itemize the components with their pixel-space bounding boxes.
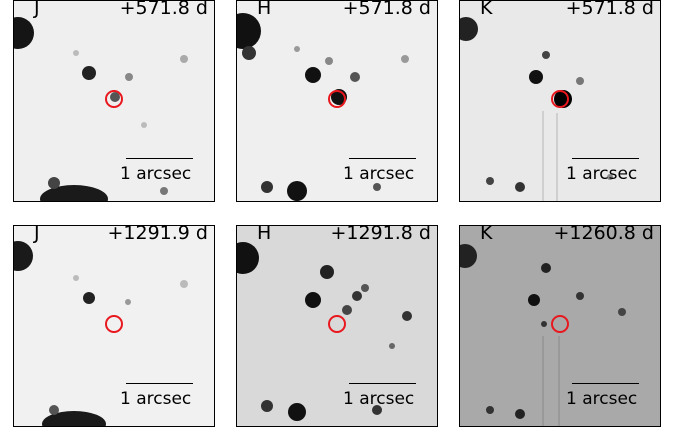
scale-label: 1 arcsec bbox=[343, 164, 414, 184]
panel-h-late: H +1291.8 d 1 arcsec bbox=[236, 225, 438, 427]
transient-marker bbox=[328, 315, 346, 333]
epoch-label: +571.8 d bbox=[566, 0, 654, 18]
scale-bar bbox=[349, 383, 416, 384]
filter-label: K bbox=[480, 0, 492, 18]
epoch-label: +1291.8 d bbox=[330, 225, 431, 243]
scale-bar bbox=[126, 158, 193, 159]
filter-label: J bbox=[34, 0, 40, 18]
epoch-label: +571.8 d bbox=[120, 0, 208, 18]
scale-label: 1 arcsec bbox=[343, 389, 414, 409]
filter-label: J bbox=[34, 225, 40, 243]
transient-marker bbox=[551, 90, 569, 108]
transient-marker bbox=[328, 90, 346, 108]
transient-marker bbox=[105, 315, 123, 333]
filter-label: K bbox=[480, 225, 492, 243]
epoch-label: +1260.8 d bbox=[553, 225, 654, 243]
scale-label: 1 arcsec bbox=[120, 389, 191, 409]
panel-j-early: J +571.8 d 1 arcsec bbox=[13, 0, 215, 202]
scale-label: 1 arcsec bbox=[120, 164, 191, 184]
panel-h-early: H +571.8 d 1 arcsec bbox=[236, 0, 438, 202]
scale-bar bbox=[572, 158, 639, 159]
epoch-label: +1291.9 d bbox=[107, 225, 208, 243]
scale-label: 1 arcsec bbox=[566, 164, 637, 184]
epoch-label: +571.8 d bbox=[343, 0, 431, 18]
filter-label: H bbox=[257, 225, 271, 243]
transient-marker bbox=[105, 90, 123, 108]
scale-label: 1 arcsec bbox=[566, 389, 637, 409]
panel-j-late: J +1291.9 d 1 arcsec bbox=[13, 225, 215, 427]
scale-bar bbox=[126, 383, 193, 384]
scale-bar bbox=[572, 383, 639, 384]
panel-k-early: K +571.8 d 1 arcsec bbox=[459, 0, 661, 202]
panel-k-late: K +1260.8 d 1 arcsec bbox=[459, 225, 661, 427]
transient-marker bbox=[551, 315, 569, 333]
filter-label: H bbox=[257, 0, 271, 18]
scale-bar bbox=[349, 158, 416, 159]
